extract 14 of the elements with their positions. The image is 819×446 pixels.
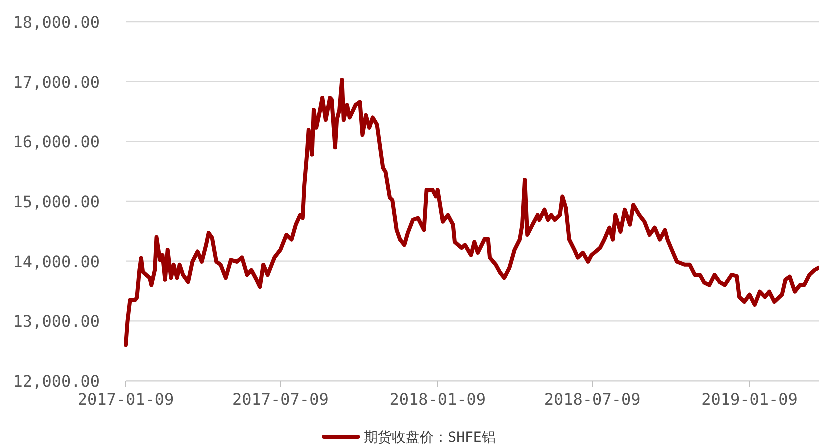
x-tick-label: 2017-07-09 bbox=[232, 390, 329, 409]
y-tick-label: 15,000.00 bbox=[13, 192, 100, 212]
y-tick-label: 12,000.00 bbox=[13, 372, 100, 391]
x-tick-label: 2018-01-09 bbox=[390, 390, 486, 409]
y-tick-label: 17,000.00 bbox=[13, 72, 100, 92]
x-tick-label: 2019-01-09 bbox=[702, 390, 798, 409]
x-tick-label: 2018-07-09 bbox=[544, 390, 641, 409]
y-tick-label: 14,000.00 bbox=[13, 252, 100, 272]
y-tick-label: 13,000.00 bbox=[13, 312, 100, 332]
y-tick-label: 18,000.00 bbox=[13, 13, 100, 32]
y-tick-label: 16,000.00 bbox=[13, 132, 100, 152]
x-tick-label: 2017-01-09 bbox=[78, 390, 174, 409]
legend-label: 期货收盘价：SHFE铝 bbox=[364, 430, 496, 446]
line-series bbox=[124, 78, 819, 348]
